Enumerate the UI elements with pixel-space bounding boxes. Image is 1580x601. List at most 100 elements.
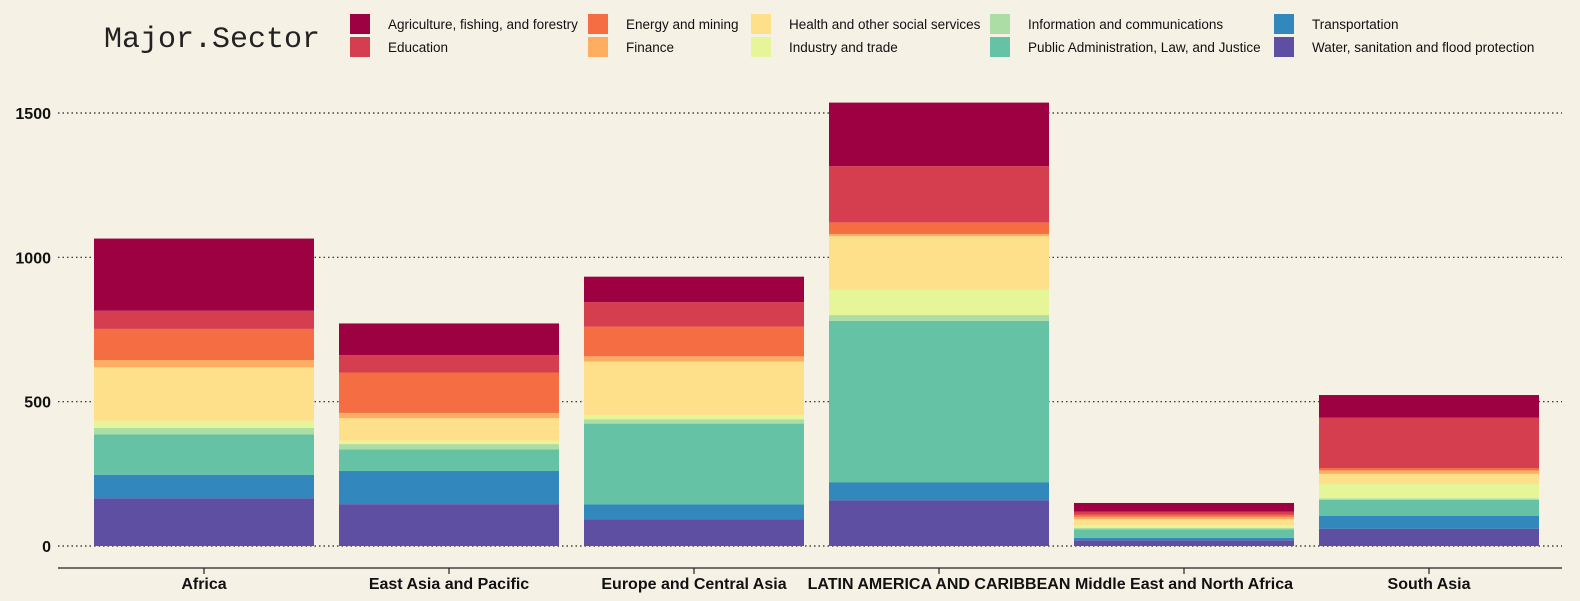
bar-segment-south-asia-health-and-other-social-services	[1319, 473, 1539, 484]
bar-segment-europe-and-central-asia-energy-and-mining	[584, 326, 804, 357]
bars	[94, 102, 1539, 546]
bar-segment-latin-america-and-caribbean-transportation	[829, 482, 1049, 501]
bar-segment-middle-east-and-north-africa-finance	[1074, 516, 1294, 520]
x-tick-label-africa: Africa	[181, 576, 226, 593]
gridlines	[58, 112, 1562, 547]
bar-segment-europe-and-central-asia-industry-and-trade	[584, 414, 804, 420]
legend-swatch-agriculture-fishing-and-forestry	[350, 14, 370, 34]
legend-title: Major.Sector	[104, 23, 320, 57]
bar-segment-europe-and-central-asia-information-and-communications	[584, 419, 804, 424]
legend-items: Agriculture, fishing, and forestry Educat…	[350, 14, 1534, 57]
bar-segment-latin-america-and-caribbean-industry-and-trade	[829, 289, 1049, 316]
legend-label-agriculture-fishing-and-forestry: Agriculture, fishing, and forestry	[388, 17, 578, 32]
x-tick-label-south-asia: South Asia	[1388, 576, 1471, 593]
bar-segment-latin-america-and-caribbean-health-and-other-social-services	[829, 236, 1049, 290]
y-axis: 0 500 1000 1500	[15, 106, 51, 556]
bar-segment-europe-and-central-asia-water-sanitation-and-flood-protection	[584, 519, 804, 546]
bar-segment-south-asia-finance	[1319, 470, 1539, 474]
bar-segment-europe-and-central-asia-finance	[584, 356, 804, 362]
legend-item-water-sanitation-and-flood-protection: Water, sanitation and flood protection	[1274, 37, 1534, 57]
bar-segment-east-asia-and-pacific-health-and-other-social-services	[339, 418, 559, 441]
legend-label-health-and-other-social-services: Health and other social services	[789, 17, 981, 32]
bar-stack-europe-and-central-asia	[584, 276, 804, 546]
bar-segment-africa-finance	[94, 360, 314, 368]
bar-segment-east-asia-and-pacific-energy-and-mining	[339, 372, 559, 413]
x-tick-label-middle-east-and-north-africa: Middle East and North Africa	[1075, 576, 1293, 593]
legend-label-public-administration-law-and-justice: Public Administration, Law, and Justice	[1028, 40, 1261, 55]
bar-segment-middle-east-and-north-africa-industry-and-trade	[1074, 524, 1294, 528]
legend-swatch-health-and-other-social-services	[751, 14, 771, 34]
bar-segment-east-asia-and-pacific-finance	[339, 412, 559, 419]
bar-segment-africa-agriculture-fishing-and-forestry	[94, 238, 314, 311]
bar-segment-middle-east-and-north-africa-energy-and-mining	[1074, 514, 1294, 517]
bar-segment-east-asia-and-pacific-transportation	[339, 470, 559, 505]
x-tick-label-europe-and-central-asia: Europe and Central Asia	[601, 576, 786, 593]
legend-item-finance: Finance	[588, 37, 674, 57]
bar-segment-europe-and-central-asia-education	[584, 302, 804, 327]
legend-item-agriculture-fishing-and-forestry: Agriculture, fishing, and forestry	[350, 14, 578, 34]
legend-swatch-industry-and-trade	[751, 37, 771, 57]
bar-segment-east-asia-and-pacific-water-sanitation-and-flood-protection	[339, 504, 559, 546]
legend-label-education: Education	[388, 40, 448, 55]
bar-segment-middle-east-and-north-africa-transportation	[1074, 537, 1294, 541]
bar-segment-latin-america-and-caribbean-information-and-communications	[829, 315, 1049, 321]
bar-segment-east-asia-and-pacific-agriculture-fishing-and-forestry	[339, 323, 559, 356]
bar-segment-africa-transportation	[94, 474, 314, 499]
bar-stack-latin-america-and-caribbean	[829, 102, 1049, 546]
bar-segment-europe-and-central-asia-health-and-other-social-services	[584, 361, 804, 415]
bar-stack-south-asia	[1319, 395, 1539, 546]
bar-segment-middle-east-and-north-africa-education	[1074, 511, 1294, 515]
bar-segment-south-asia-information-and-communications	[1319, 498, 1539, 500]
bar-segment-latin-america-and-caribbean-agriculture-fishing-and-forestry	[829, 102, 1049, 167]
legend-label-information-and-communications: Information and communications	[1028, 17, 1223, 32]
legend-label-transportation: Transportation	[1312, 17, 1399, 32]
bar-stack-middle-east-and-north-africa	[1074, 502, 1294, 546]
bar-segment-south-asia-water-sanitation-and-flood-protection	[1319, 528, 1539, 546]
legend-item-energy-and-mining: Energy and mining	[588, 14, 739, 34]
legend-item-health-and-other-social-services: Health and other social services	[751, 14, 981, 34]
bar-segment-south-asia-public-administration-law-and-justice	[1319, 499, 1539, 516]
legend-item-information-and-communications: Information and communications	[990, 14, 1223, 34]
legend-swatch-transportation	[1274, 14, 1294, 34]
bar-segment-middle-east-and-north-africa-information-and-communications	[1074, 527, 1294, 530]
bar-segment-middle-east-and-north-africa-water-sanitation-and-flood-protection	[1074, 540, 1294, 546]
bar-segment-africa-water-sanitation-and-flood-protection	[94, 498, 314, 546]
y-tick-label-1000: 1000	[15, 250, 51, 267]
legend: Major.Sector Agriculture, fishing, and f…	[104, 14, 1534, 57]
bar-segment-middle-east-and-north-africa-health-and-other-social-services	[1074, 519, 1294, 525]
bar-stack-africa	[94, 238, 314, 546]
legend-swatch-finance	[588, 37, 608, 57]
bar-segment-europe-and-central-asia-agriculture-fishing-and-forestry	[584, 276, 804, 303]
bar-segment-east-asia-and-pacific-education	[339, 355, 559, 373]
bar-stack-east-asia-and-pacific	[339, 323, 559, 546]
legend-swatch-public-administration-law-and-justice	[990, 37, 1010, 57]
legend-label-water-sanitation-and-flood-protection: Water, sanitation and flood protection	[1312, 40, 1534, 55]
bar-segment-middle-east-and-north-africa-public-administration-law-and-justice	[1074, 529, 1294, 538]
legend-label-finance: Finance	[626, 40, 674, 55]
y-tick-label-500: 500	[24, 395, 51, 412]
bar-segment-latin-america-and-caribbean-water-sanitation-and-flood-protection	[829, 500, 1049, 546]
bar-segment-latin-america-and-caribbean-public-administration-law-and-justice	[829, 320, 1049, 483]
bar-segment-africa-education	[94, 310, 314, 329]
x-axis: Africa East Asia and Pacific Europe and Ce…	[58, 567, 1562, 593]
legend-item-public-administration-law-and-justice: Public Administration, Law, and Justice	[990, 37, 1261, 57]
bar-segment-africa-energy-and-mining	[94, 328, 314, 361]
x-tick-label-latin-america-and-caribbean: LATIN AMERICA AND CARIBBEAN	[808, 576, 1071, 593]
bar-segment-east-asia-and-pacific-industry-and-trade	[339, 440, 559, 445]
legend-label-energy-and-mining: Energy and mining	[626, 17, 739, 32]
bar-segment-europe-and-central-asia-public-administration-law-and-justice	[584, 423, 804, 505]
bar-segment-south-asia-transportation	[1319, 515, 1539, 529]
bar-segment-south-asia-industry-and-trade	[1319, 483, 1539, 499]
y-tick-label-1500: 1500	[15, 106, 51, 123]
bar-segment-latin-america-and-caribbean-finance	[829, 233, 1049, 237]
bar-segment-europe-and-central-asia-transportation	[584, 504, 804, 520]
y-tick-label-0: 0	[42, 539, 51, 556]
bar-segment-east-asia-and-pacific-information-and-communications	[339, 444, 559, 450]
legend-swatch-education	[350, 37, 370, 57]
bar-segment-east-asia-and-pacific-public-administration-law-and-justice	[339, 449, 559, 471]
bar-segment-south-asia-energy-and-mining	[1319, 468, 1539, 471]
legend-item-transportation: Transportation	[1274, 14, 1399, 34]
bar-segment-south-asia-education	[1319, 417, 1539, 469]
bar-segment-africa-health-and-other-social-services	[94, 367, 314, 421]
